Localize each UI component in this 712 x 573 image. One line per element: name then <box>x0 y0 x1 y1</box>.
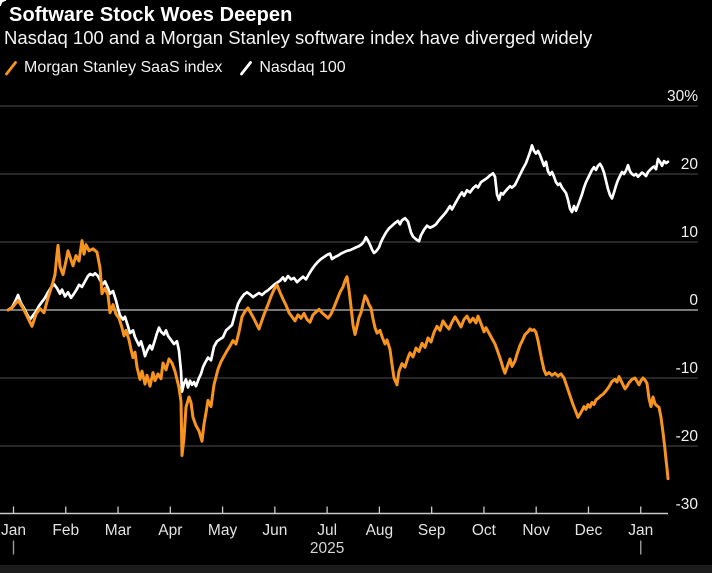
y-axis-label: 0 <box>689 292 698 309</box>
saas-index-line <box>6 239 670 481</box>
x-axis-month-label: Sep <box>418 522 446 539</box>
x-axis-month-label: Aug <box>366 522 394 539</box>
legend-label: Nasdaq 100 <box>259 59 346 76</box>
y-axis-label: -20 <box>676 428 699 445</box>
x-axis-month-label: Mar <box>105 522 132 539</box>
x-axis-month-label: Apr <box>158 522 182 539</box>
legend-item-1: Nasdaq 100 <box>239 59 346 77</box>
x-axis-month-label: May <box>208 522 238 539</box>
rounded-corner-artifact <box>0 0 6 6</box>
x-axis-month-label: Dec <box>575 522 603 539</box>
x-axis-month-label: Jun <box>262 522 287 539</box>
legend-slash-icon <box>240 60 253 75</box>
bottom-edge-strip <box>0 565 712 573</box>
year-label: 2025 <box>310 540 344 557</box>
y-axis-label: 30% <box>667 88 698 105</box>
chart-subtitle: Nasdaq 100 and a Morgan Stanley software… <box>4 27 593 48</box>
x-axis-month-label: Oct <box>472 522 497 539</box>
y-axis-label: 10 <box>681 224 699 241</box>
x-axis-month-label: Jul <box>317 522 337 539</box>
legend-item-0: Morgan Stanley SaaS index <box>4 59 222 77</box>
x-axis-month-label: Feb <box>52 522 79 539</box>
nasdaq-100-line <box>6 144 670 393</box>
x-axis-month-label: Jan <box>628 522 653 539</box>
y-axis-label: -30 <box>676 496 699 513</box>
legend-slash-icon <box>5 60 17 75</box>
x-axis-month-label: Jan <box>1 522 26 539</box>
x-axis-month-label: Nov <box>522 522 550 539</box>
y-axis-label: -10 <box>676 360 699 377</box>
y-axis-label: 20 <box>681 156 699 173</box>
legend: Morgan Stanley SaaS index Nasdaq 100 <box>4 58 346 78</box>
legend-label: Morgan Stanley SaaS index <box>24 59 223 76</box>
chart-title: Software Stock Woes Deepen <box>9 4 293 26</box>
